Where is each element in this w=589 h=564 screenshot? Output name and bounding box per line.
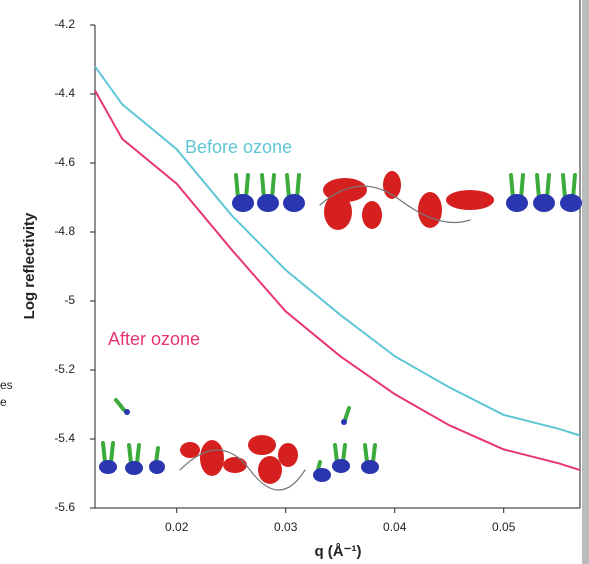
cropped-text: es <box>0 378 13 392</box>
y-tick-label: -4.2 <box>54 17 75 31</box>
y-tick-label: -5.2 <box>54 362 75 376</box>
series-label: Before ozone <box>185 137 292 157</box>
x-axis-label: q (Å⁻¹) <box>314 543 361 560</box>
y-tick-label: -5.4 <box>54 431 75 445</box>
x-tick-label: 0.04 <box>383 520 407 534</box>
y-tick-label: -4.4 <box>54 86 75 100</box>
y-tick-label: -4.8 <box>54 224 75 238</box>
data-line <box>94 65 581 437</box>
illustration-before <box>232 171 582 230</box>
data-line <box>94 90 581 472</box>
y-tick-label: -4.6 <box>54 155 75 169</box>
edge-bar <box>582 0 589 564</box>
x-tick-label: 0.03 <box>274 520 298 534</box>
x-tick-label: 0.05 <box>492 520 516 534</box>
y-tick-label: -5 <box>64 293 75 307</box>
x-tick-label: 0.02 <box>165 520 189 534</box>
y-axis-label: Log reflectivity <box>21 212 38 319</box>
cropped-text: e <box>0 395 7 409</box>
series-label: After ozone <box>108 329 200 349</box>
y-tick-label: -5.6 <box>54 500 75 514</box>
illustration-after <box>99 398 379 491</box>
